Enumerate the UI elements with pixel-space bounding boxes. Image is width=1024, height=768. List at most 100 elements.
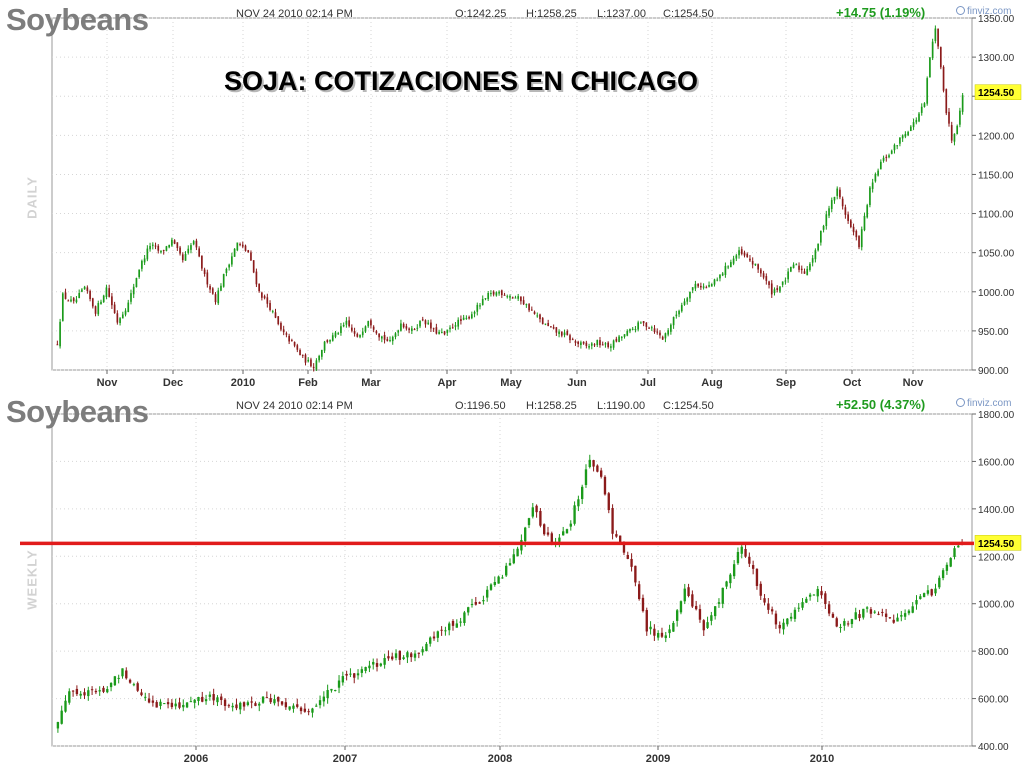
y-tick-label: 600.00 <box>978 695 1009 706</box>
candle-body <box>678 310 680 315</box>
candle-body <box>438 331 440 334</box>
candle-body <box>809 263 811 270</box>
candle-body <box>242 702 246 707</box>
candle-body <box>223 699 227 706</box>
candle-body <box>116 313 119 323</box>
candle-body <box>926 78 929 104</box>
candle-body <box>190 245 192 250</box>
candle-body <box>827 604 831 614</box>
daily-open: O:1242.25 <box>455 8 507 20</box>
candle-body <box>136 683 139 691</box>
weekly-high: H:1258.25 <box>526 400 577 412</box>
candle-body <box>67 300 70 302</box>
x-tick-label: Mar <box>361 377 381 389</box>
candle-body <box>157 245 160 251</box>
candle-body <box>893 144 896 151</box>
candle-body <box>87 690 90 697</box>
candle-body <box>394 333 397 337</box>
candle-body <box>489 584 493 590</box>
weekly-change: +52.50 (4.37%) <box>836 397 926 412</box>
y-tick-label: 1000.00 <box>978 600 1015 611</box>
candle-body <box>231 705 234 708</box>
y-tick-label: 1300.00 <box>978 53 1015 64</box>
candle-body <box>372 661 375 665</box>
candle-body <box>565 529 569 534</box>
x-tick-label: Jun <box>567 377 587 389</box>
candle-body <box>479 305 481 307</box>
candle-body <box>831 613 835 618</box>
candle-body <box>725 581 728 587</box>
candle-body <box>694 605 698 610</box>
candle-body <box>440 331 443 333</box>
candle-body <box>140 692 143 696</box>
plot-area <box>51 413 973 747</box>
candle-body <box>383 335 386 340</box>
candle-body <box>759 583 762 596</box>
candle-body <box>596 340 599 345</box>
candle-body <box>641 597 645 612</box>
candle-body <box>653 628 656 636</box>
candle-body <box>416 327 419 329</box>
candle-body <box>694 283 697 289</box>
candle-body <box>539 510 542 526</box>
candle-body <box>824 593 827 604</box>
candle-body <box>405 326 408 329</box>
candle-body <box>749 258 751 261</box>
candle-body <box>312 366 315 369</box>
x-tick-label: Nov <box>97 377 119 389</box>
candle-body <box>909 126 912 132</box>
candle-body <box>656 633 660 638</box>
candle-body <box>151 700 155 703</box>
last-price-tag <box>974 535 1022 551</box>
candle-body <box>211 288 214 294</box>
candle-body <box>844 207 847 215</box>
candle-body <box>282 329 285 333</box>
candle-body <box>533 311 536 314</box>
candle-body <box>291 339 293 341</box>
plot-area <box>51 17 973 371</box>
candle-body <box>398 650 402 660</box>
candle-body <box>331 335 334 341</box>
candle-body <box>465 317 468 319</box>
candle-body <box>926 590 930 594</box>
candle-body <box>163 703 166 705</box>
candle-body <box>904 133 907 137</box>
candle-body <box>424 320 427 325</box>
candle-body <box>956 125 959 135</box>
candle-body <box>402 324 405 328</box>
x-tick-label: 2008 <box>488 753 512 765</box>
candle-body <box>735 255 738 259</box>
candle-body <box>760 269 762 274</box>
candle-body <box>896 617 899 622</box>
candle-body <box>493 582 496 585</box>
candle-body <box>603 476 607 495</box>
candle-body <box>372 326 375 330</box>
candle-body <box>866 205 869 218</box>
candle-body <box>585 342 588 346</box>
candle-body <box>839 189 841 198</box>
candle-body <box>64 292 67 299</box>
candle-body <box>271 311 274 313</box>
candle-body <box>770 609 774 612</box>
candle-body <box>888 155 890 158</box>
candle-body <box>922 593 926 598</box>
candle-body <box>470 604 474 606</box>
candle-body <box>326 690 329 699</box>
candle-body <box>740 546 743 554</box>
weekly-brand-link[interactable]: finviz.com <box>956 398 1011 409</box>
candle-body <box>419 320 421 327</box>
candle-body <box>550 326 552 328</box>
candle-body <box>825 214 828 227</box>
candle-body <box>340 326 342 333</box>
candle-body <box>645 322 648 327</box>
candle-body <box>623 334 626 337</box>
candle-body <box>691 287 694 291</box>
y-tick-label: 1200.00 <box>978 131 1015 142</box>
candle-body <box>562 531 565 536</box>
candle-body <box>896 145 899 147</box>
daily-brand-link[interactable]: finviz.com <box>956 6 1011 17</box>
candle-body <box>800 268 803 271</box>
candle-body <box>939 47 942 68</box>
candle-body <box>516 548 519 557</box>
candle-body <box>498 291 500 294</box>
